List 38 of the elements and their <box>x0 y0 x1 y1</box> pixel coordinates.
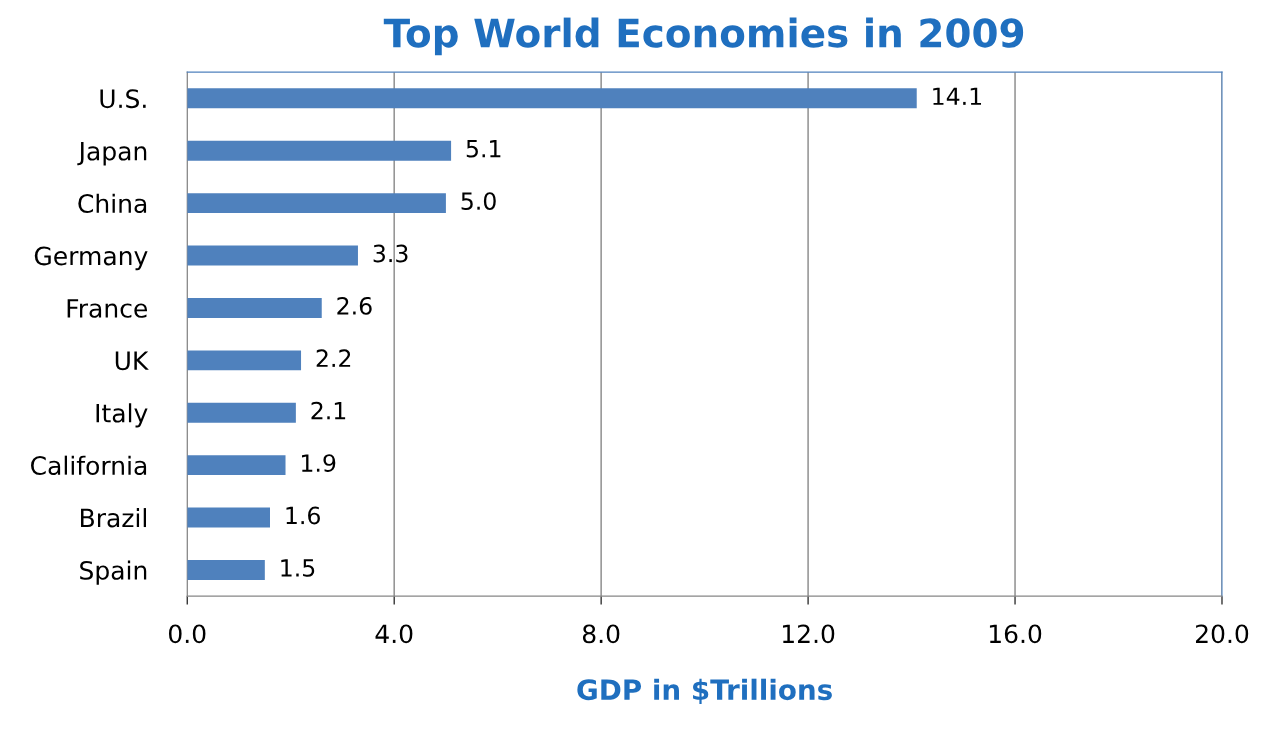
bar <box>187 140 452 161</box>
y-tick-label: California <box>31 455 147 476</box>
y-tick-label: Japan <box>77 142 147 166</box>
y-tick-label: Germany <box>34 246 148 271</box>
data-label: 5.1 <box>466 140 501 158</box>
bar <box>187 507 270 528</box>
bar <box>187 297 322 318</box>
bar <box>187 88 917 109</box>
bar <box>187 560 265 580</box>
bar <box>187 245 358 266</box>
y-tick-label: Italy <box>96 403 148 428</box>
y-tick-label: UK <box>115 351 149 371</box>
x-tick-label: 12.0 <box>783 624 835 644</box>
y-tick-label: France <box>67 299 147 318</box>
y-tick-label: U.S. <box>100 89 146 109</box>
data-label: 2.2 <box>316 349 351 367</box>
bar <box>187 193 446 214</box>
y-tick-label: Brazil <box>81 508 146 528</box>
bar <box>187 455 286 476</box>
data-label: 14.1 <box>933 87 982 105</box>
data-label: 1.5 <box>281 559 315 577</box>
x-tick-label: 8.0 <box>582 624 620 644</box>
x-tick-label: 4.0 <box>375 624 413 644</box>
x-tick-label: 0.0 <box>168 624 206 644</box>
bar <box>187 350 302 371</box>
x-tick-label: 20.0 <box>1195 624 1249 644</box>
data-label: 1.6 <box>286 506 320 525</box>
data-label: 1.9 <box>302 454 336 472</box>
x-tick-label: 16.0 <box>989 624 1042 644</box>
data-label: 5.0 <box>461 192 496 210</box>
data-label: 2.1 <box>311 401 346 420</box>
x-axis-title: GDP in $Trillions <box>577 678 832 704</box>
bar <box>187 402 296 423</box>
y-tick-label: China <box>78 193 147 213</box>
data-label: 3.3 <box>373 244 408 263</box>
data-label: 2.6 <box>337 296 372 315</box>
y-tick-label: Spain <box>80 560 147 585</box>
chart-title: Top World Economies in 2009 <box>383 17 1024 56</box>
